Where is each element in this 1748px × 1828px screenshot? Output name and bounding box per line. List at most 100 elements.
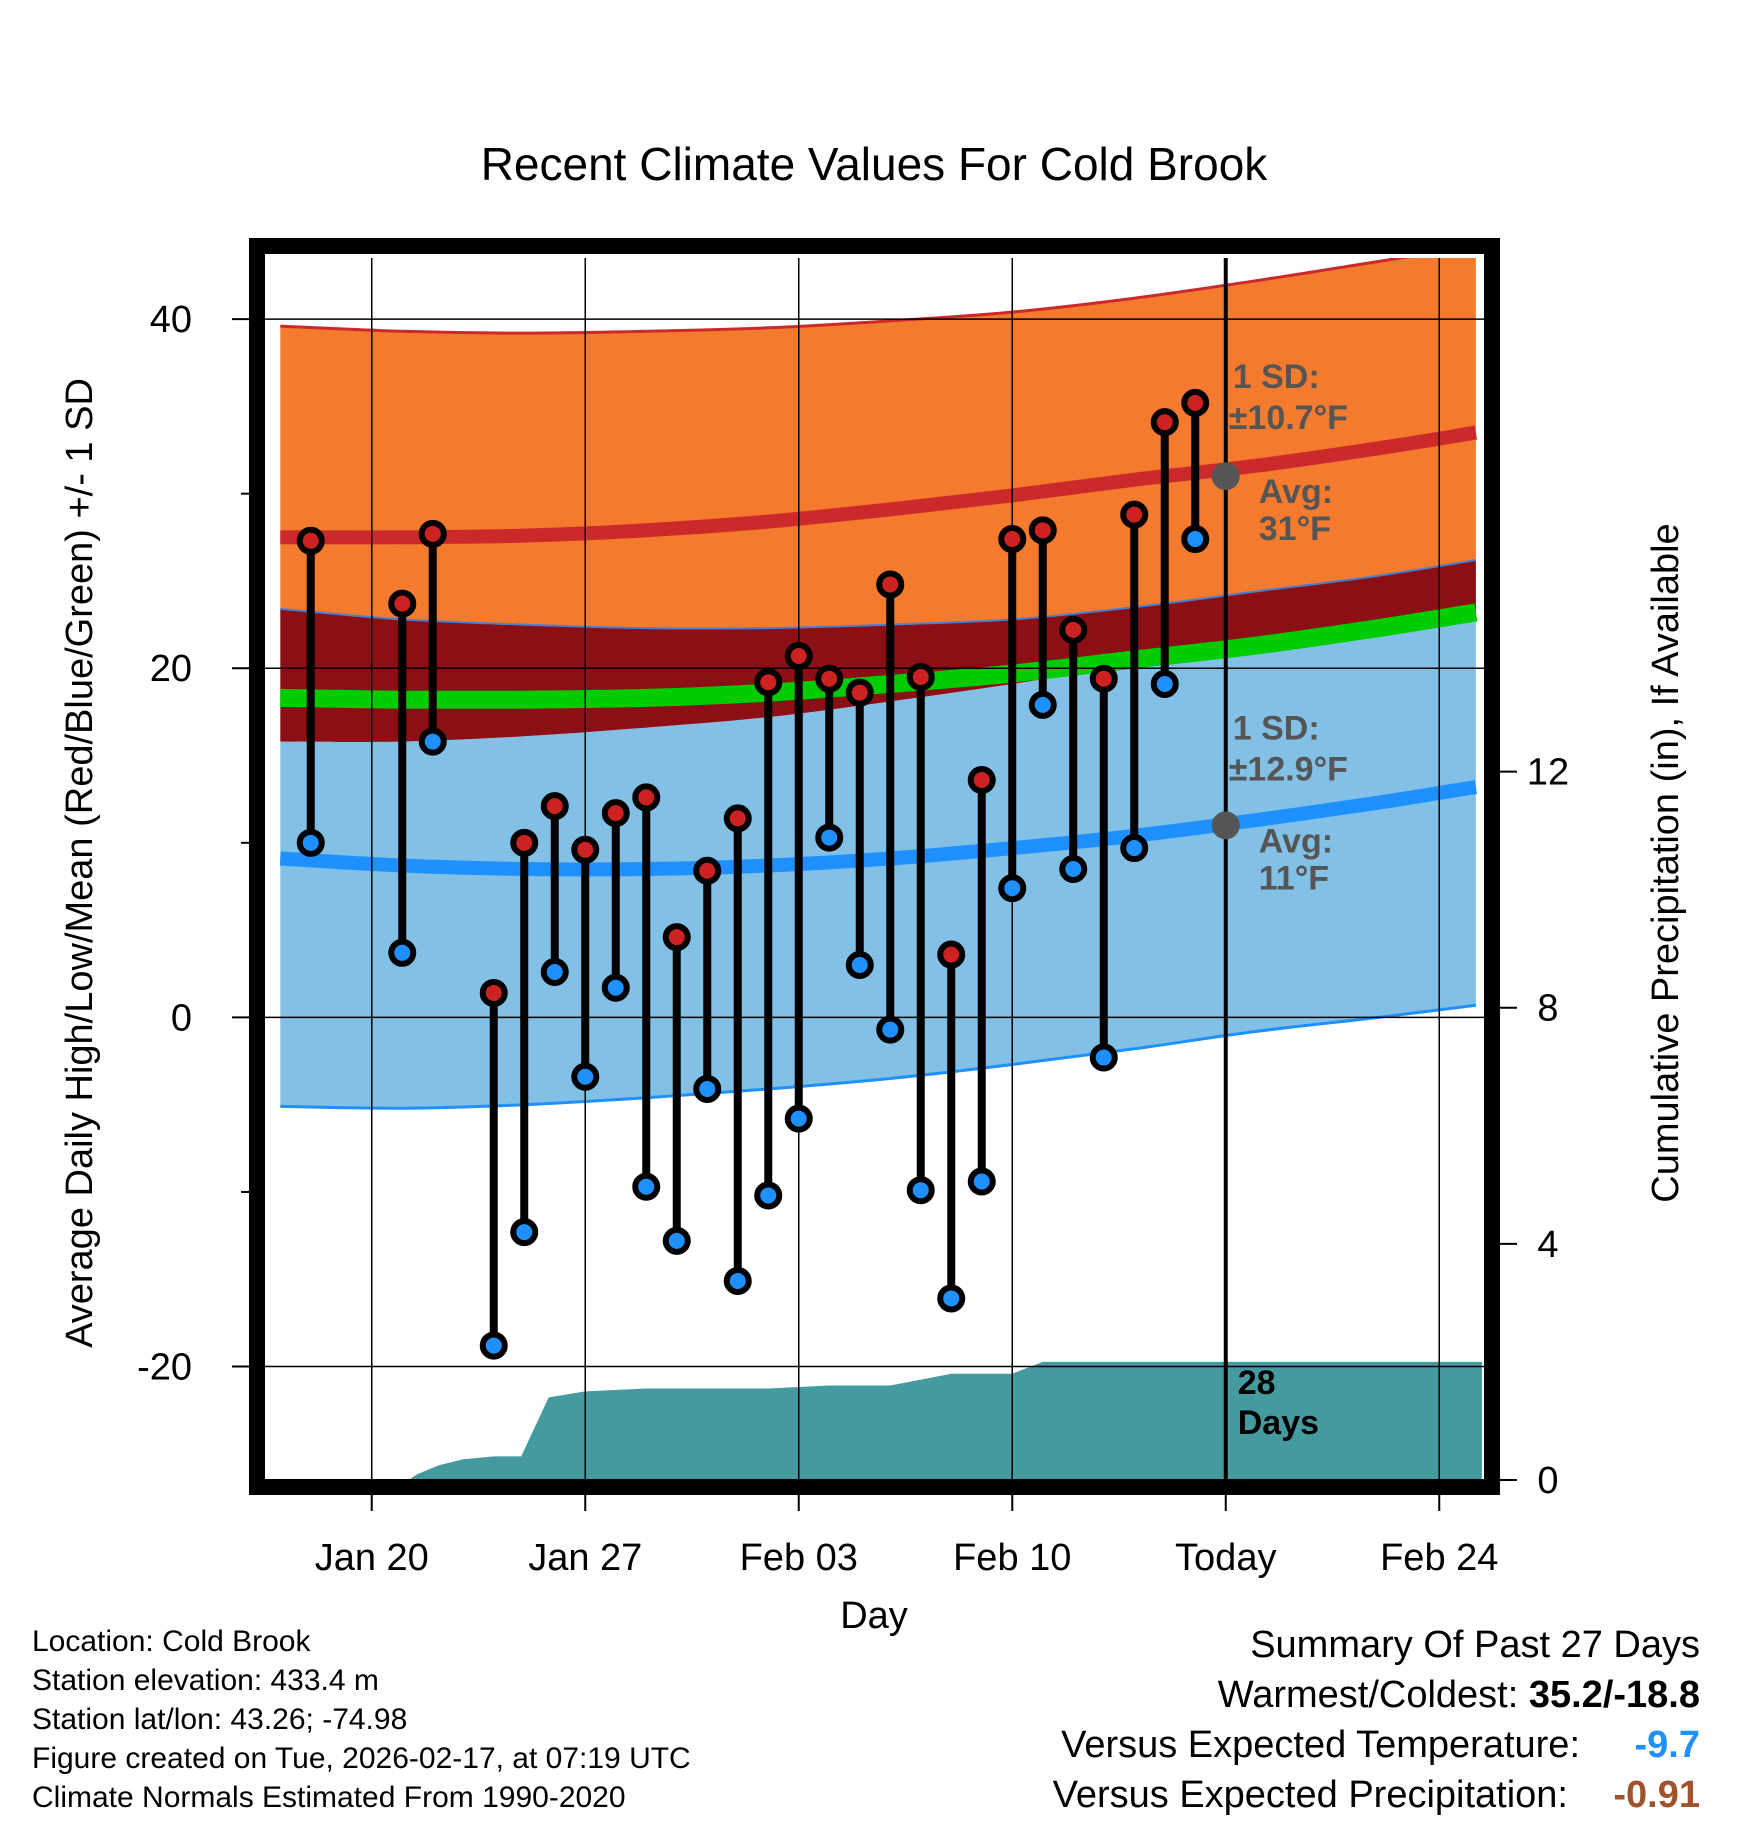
summary-panel: Summary Of Past 27 Days Warmest/Coldest:…: [1053, 1620, 1700, 1820]
precip-anomaly-label: Versus Expected Precipitation:: [1052, 1774, 1568, 1816]
precip-layer: [268, 1361, 1482, 1480]
chart-title: Recent Climate Values For Cold Brook: [481, 138, 1269, 190]
created-text: Figure created on Tue, 2026-02-17, at 07…: [32, 1742, 691, 1775]
y2-tick-label: 0: [1537, 1460, 1558, 1502]
daily-low-point: [571, 1062, 600, 1091]
station-info: Location: Cold Brook Station elevation: …: [32, 1622, 691, 1817]
x-tick-label: Jan 20: [315, 1537, 429, 1579]
daily-low-point: [540, 957, 569, 986]
y-tick-label: -20: [137, 1347, 192, 1389]
daily-low-point: [876, 1015, 905, 1044]
summary-title: Summary Of Past 27 Days: [1250, 1624, 1700, 1666]
cumulative-precip-area: [268, 1361, 1482, 1480]
daily-high-point: [1120, 500, 1149, 529]
daily-low-point: [1089, 1043, 1118, 1072]
low-sd-value: ±12.9°F: [1229, 750, 1348, 788]
daily-high-point: [479, 978, 508, 1007]
daily-high-point: [967, 765, 996, 794]
daily-low-point: [967, 1167, 996, 1196]
temp-anomaly-value: -9.7: [1634, 1724, 1700, 1766]
high-avg-value: 31°F: [1259, 510, 1331, 548]
daily-high-point: [540, 792, 569, 821]
daily-low-point: [906, 1176, 935, 1205]
daily-high-point: [1089, 664, 1118, 693]
daily-low-point: [296, 828, 325, 857]
daily-low-point: [1059, 855, 1088, 883]
daily-low-point: [845, 951, 874, 980]
daily-high-point: [601, 799, 630, 828]
daily-high-point: [845, 678, 874, 707]
daily-high-point: [784, 642, 813, 671]
plot-frame: [249, 238, 1500, 1495]
x-axis-label: Day: [840, 1595, 908, 1637]
daily-low-point: [937, 1284, 966, 1313]
normals-text: Climate Normals Estimated From 1990-2020: [32, 1781, 626, 1814]
latlon-text: Station lat/lon: 43.26; -74.98: [32, 1703, 408, 1736]
precip-anomaly-row: Versus Expected Precipitation: -0.91: [1053, 1770, 1700, 1820]
daily-low-point: [418, 727, 447, 756]
x-tick-label: Feb 24: [1380, 1537, 1498, 1579]
daily-high-point: [632, 783, 661, 812]
warm-cold-row: Warmest/Coldest: 35.2/-18.8: [1053, 1670, 1700, 1720]
daily-high-point: [906, 662, 935, 691]
x-tick-label: Feb 03: [740, 1537, 858, 1579]
high-avg-marker: [1211, 462, 1240, 491]
daily-high-point: [754, 668, 783, 697]
y-tick-label: 20: [150, 648, 192, 690]
daily-low-point: [1150, 669, 1179, 698]
normal-high-line: [280, 425, 1478, 545]
daily-low-point: [479, 1331, 508, 1360]
low-avg-marker: [1211, 811, 1240, 840]
precip-days-word: Days: [1238, 1404, 1319, 1442]
y2-tick-label: 12: [1527, 752, 1569, 794]
y2-tick-label: 4: [1537, 1224, 1558, 1266]
y-tick-label: 0: [171, 997, 192, 1039]
y2-tick-label: 8: [1537, 988, 1558, 1030]
observations: [296, 388, 1210, 1360]
daily-low-point: [632, 1172, 661, 1201]
y-tick-label: 40: [150, 299, 192, 341]
daily-high-point: [510, 828, 539, 857]
daily-low-point: [784, 1104, 813, 1133]
low-sd-lower-line: [280, 1003, 1477, 1110]
daily-low-point: [662, 1226, 691, 1255]
low-avg-title: Avg:: [1259, 822, 1333, 860]
x-tick-label: Today: [1175, 1537, 1276, 1579]
daily-low-point: [998, 874, 1027, 903]
daily-high-point: [296, 526, 325, 555]
daily-low-point: [510, 1218, 539, 1247]
daily-low-point: [754, 1181, 783, 1210]
daily-high-point: [418, 519, 447, 548]
elevation-text: Station elevation: 433.4 m: [32, 1664, 379, 1697]
axes: Jan 20 Jan 27 Feb 03 Feb 10 Today Feb 2440200…: [137, 299, 1569, 1579]
daily-high-point: [662, 923, 691, 952]
low-avg-value: 11°F: [1259, 859, 1329, 897]
daily-high-point: [998, 525, 1027, 554]
high-sd-title: 1 SD:: [1233, 358, 1320, 396]
daily-high-point: [1059, 615, 1088, 644]
daily-high-point: [693, 856, 722, 885]
daily-high-point: [1028, 516, 1057, 545]
x-tick-label: Jan 27: [528, 1537, 642, 1579]
daily-low-point: [815, 823, 844, 852]
daily-low-point: [1028, 690, 1057, 719]
daily-low-point: [1181, 525, 1210, 554]
warm-cold-value: 35.2/-18.8: [1528, 1674, 1700, 1716]
daily-high-point: [571, 835, 600, 864]
daily-low-point: [388, 938, 417, 967]
daily-high-point: [937, 940, 966, 969]
precip-days-number: 28: [1238, 1364, 1276, 1402]
daily-low-point: [1120, 834, 1149, 863]
daily-low-point: [693, 1074, 722, 1103]
precip-anomaly-value: -0.91: [1613, 1774, 1700, 1816]
daily-high-point: [876, 570, 905, 599]
high-sd-upper-line: [280, 258, 1410, 335]
daily-high-point: [1181, 388, 1210, 417]
low-sd-title: 1 SD:: [1233, 709, 1320, 747]
warm-cold-label: Warmest/Coldest:: [1217, 1674, 1529, 1716]
y2-axis-label: Cumulative Precipitation (in), If Availa…: [1645, 523, 1687, 1202]
normal-bands: [279, 258, 1478, 1110]
daily-low-point: [723, 1266, 752, 1295]
